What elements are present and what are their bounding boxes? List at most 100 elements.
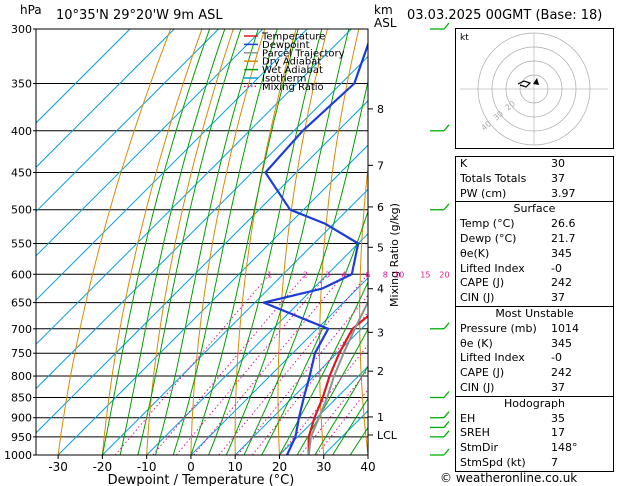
unstable-row: Lifted Index -0 <box>456 351 613 366</box>
surface-row: Dewp (°C) 21.7 <box>456 232 613 247</box>
mixing-ratio-label: 4 <box>341 270 346 279</box>
index-label: K <box>460 157 468 170</box>
temperature-profile <box>307 314 368 455</box>
wet-adiabat <box>101 29 211 455</box>
index-label: Pressure (mb) <box>460 321 537 335</box>
surface-row: Temp (°C) 26.6 <box>456 217 613 232</box>
hodograph-trace <box>517 80 532 88</box>
index-value: -0 <box>551 351 562 365</box>
height-unit: km <box>374 3 393 17</box>
mixing-ratio-axis-label: Mixing Ratio (g/kg) <box>388 203 401 307</box>
index-value: 21.7 <box>551 231 576 245</box>
pressure-tick-label: 650 <box>11 297 32 310</box>
mixing-ratio-label: 2 <box>303 270 308 279</box>
dewpoint-profile <box>262 41 368 455</box>
isotherm <box>234 321 368 455</box>
dry-adiabat <box>101 29 203 455</box>
index-value: 37 <box>551 171 565 185</box>
index-value: 26.6 <box>551 217 576 231</box>
height-unit-asl: ASL <box>374 16 397 30</box>
dry-adiabat <box>234 29 297 455</box>
wet-adiabat <box>119 29 226 455</box>
surface-indices: Temp (°C) 26.6 Dewp (°C) 21.7 θe(K) 345 Lifted… <box>456 217 613 306</box>
pressure-tick-label: 550 <box>11 237 32 250</box>
mixing-ratio-line <box>114 273 270 455</box>
index-value: -0 <box>551 261 562 275</box>
wet-adiabat <box>332 397 368 455</box>
temp-tick-label: 10 <box>228 460 243 474</box>
legend-entry: Wet Adiabat <box>262 65 323 76</box>
index-label: EH <box>460 411 476 425</box>
pressure-tick-label: 950 <box>11 431 32 444</box>
wet-adiabat <box>155 29 259 455</box>
hodo-ring-label-30: 30 <box>492 109 506 122</box>
temp-tick-label: -10 <box>137 460 157 474</box>
isotherm <box>279 365 368 455</box>
height-tick-label: 6 <box>377 201 384 214</box>
index-value: 242 <box>551 276 572 290</box>
indices-table: K 30 Totals Totals 37 PW (cm) 3.97 Surface Te… <box>455 156 614 472</box>
isotherm <box>36 29 219 213</box>
wind-barb-flag <box>443 322 450 330</box>
unstable-row: CIN (J) 37 <box>456 381 613 396</box>
basic-row: Totals Totals 37 <box>456 172 613 187</box>
mixing-ratio-label: 15 <box>420 270 430 279</box>
basic-row: K 30 <box>456 157 613 172</box>
hodograph: kt 20 30 40 <box>460 32 608 146</box>
height-tick-label: 8 <box>377 103 384 116</box>
wet-adiabat <box>137 29 242 455</box>
wet-adiabat <box>190 29 299 455</box>
surface-row: CAPE (J) 242 <box>456 276 613 291</box>
pressure-tick-label: 400 <box>11 125 32 138</box>
mixing-ratio-line <box>176 273 329 455</box>
index-label: Temp (°C) <box>460 217 515 231</box>
isotherm <box>57 144 368 455</box>
isotherm <box>36 100 368 434</box>
height-tick-label: 4 <box>377 283 384 296</box>
mixing-ratio-label: 20 <box>439 270 449 279</box>
storm-motion-marker <box>533 78 539 85</box>
wind-barb-flag <box>443 203 450 211</box>
plot-frame <box>35 28 369 456</box>
index-label: CIN (J) <box>460 380 495 394</box>
legend-entry: Mixing Ratio <box>262 82 324 93</box>
pressure-tick-label: 600 <box>11 268 32 281</box>
mixing-ratio-label: 3 <box>325 270 330 279</box>
index-value: 37 <box>551 380 565 394</box>
index-label: CAPE (J) <box>460 366 505 380</box>
dry-adiabat <box>399 29 422 455</box>
wet-adiabat <box>225 29 350 455</box>
index-label: PW (cm) <box>460 186 507 200</box>
index-value: 35 <box>551 411 565 425</box>
surface-row: Lifted Index -0 <box>456 262 613 277</box>
index-value: 1014 <box>551 321 579 335</box>
wet-adiabat <box>314 365 368 455</box>
mixing-ratio-line <box>152 273 306 455</box>
wind-barb-flag <box>443 420 450 428</box>
surface-row: θe(K) 345 <box>456 247 613 262</box>
index-value: 3.97 <box>551 186 576 200</box>
index-value: 17 <box>551 426 565 440</box>
wind-barb-flag <box>443 411 450 419</box>
station-location: 10°35'N 29°20'W 9m ASL <box>56 8 223 23</box>
hodograph-indices: EH 35 SREH 17 StmDir 148° StmSpd (kt) 7 <box>456 412 613 471</box>
wind-barbs <box>430 22 450 456</box>
temp-tick-label: 0 <box>187 460 195 474</box>
height-tick-label: 5 <box>377 241 384 254</box>
index-label: θe(K) <box>460 246 490 260</box>
temp-tick-label: 40 <box>360 460 375 474</box>
height-tick-label: 1 <box>377 411 384 424</box>
isotherm <box>190 277 368 455</box>
isotherm <box>36 29 308 301</box>
dry-adiabat <box>436 29 456 455</box>
isotherm <box>146 232 368 455</box>
pressure-tick-label: 800 <box>11 370 32 383</box>
isotherm <box>36 29 131 124</box>
temp-tick-label: 30 <box>316 460 331 474</box>
wet-adiabat <box>261 209 368 455</box>
basic-row: PW (cm) 3.97 <box>456 187 613 202</box>
mixing-ratio-line <box>300 369 368 455</box>
dry-adiabat <box>190 29 266 455</box>
most-unstable-title: Most Unstable <box>495 306 574 320</box>
